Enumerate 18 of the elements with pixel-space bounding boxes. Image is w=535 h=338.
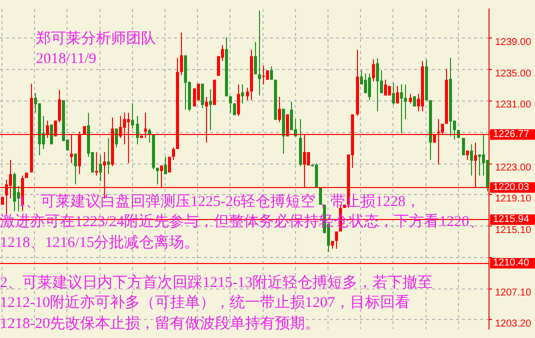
y-tick-label: 1219.10 [495, 193, 532, 204]
ref-line-label: 1220.03 [493, 182, 530, 193]
annotation: 1212-10附近亦可补多（可挂单），统一带止损1207，目标回看 [0, 294, 411, 314]
ref-line-label: 1215.94 [493, 214, 530, 226]
y-tick-label: 1231.00 [495, 100, 532, 111]
annotation: 1218-20先改保本止损，留有做波段单持有预期。 [0, 314, 321, 334]
annotation: 1218、1216/15分批减仓离场。 [0, 233, 200, 253]
y-tick-label: 1223.00 [495, 162, 532, 174]
text: 郑可莱分析师团队 [36, 30, 156, 49]
ref-line-label: 1210.40 [493, 258, 530, 269]
y-tick-label: 1235.00 [495, 68, 532, 80]
y-tick-label: 1203.20 [495, 318, 532, 330]
y-tick-label: 1239.00 [495, 36, 532, 48]
y-tick-label: 1215.10 [495, 224, 532, 236]
ref-line-label: 1226.77 [493, 129, 530, 140]
annotation: 2、可莱建议日内下方首次回踩1215-13附近轻仓搏短多，若下撤至 [0, 273, 434, 294]
y-tick-label: 1207.10 [495, 288, 532, 299]
text: 2018/11/9 [36, 50, 98, 69]
